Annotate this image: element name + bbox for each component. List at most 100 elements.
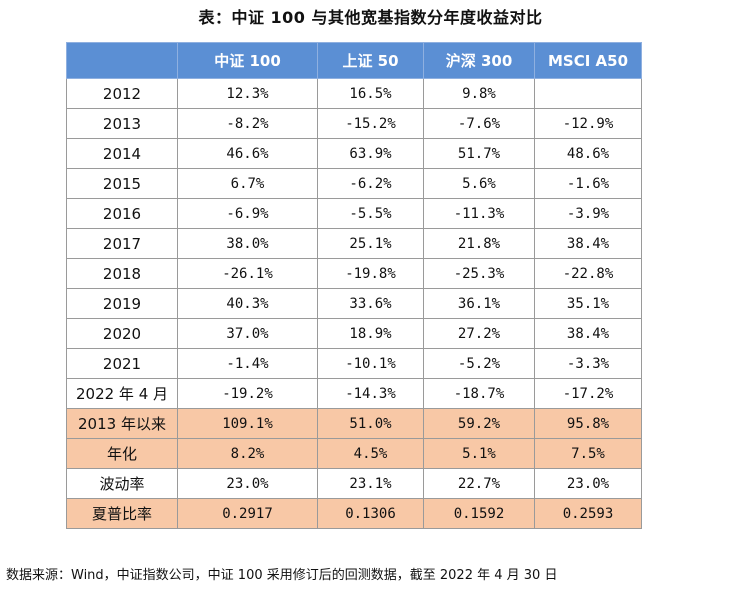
cell-csi100: 23.0% [177, 468, 318, 499]
table-row: 2021 -1.4% -10.1% -5.2% -3.3% [66, 348, 642, 379]
cell-msci-a50: 7.5% [534, 438, 642, 469]
cell-csi300: 21.8% [423, 228, 535, 259]
row-label: 2012 [66, 78, 178, 109]
cell-msci-a50: -3.3% [534, 348, 642, 379]
cell-msci-a50: 48.6% [534, 138, 642, 169]
cell-sse50: -15.2% [317, 108, 424, 139]
cell-sse50: -14.3% [317, 378, 424, 409]
cell-csi300: 36.1% [423, 288, 535, 319]
cell-csi300: 9.8% [423, 78, 535, 109]
cell-csi300: 5.1% [423, 438, 535, 469]
table-row: 2019 40.3% 33.6% 36.1% 35.1% [66, 288, 642, 319]
table-row: 2012 12.3% 16.5% 9.8% [66, 78, 642, 109]
row-label: 夏普比率 [66, 498, 178, 529]
cell-sse50: -5.5% [317, 198, 424, 229]
row-label: 2020 [66, 318, 178, 349]
table-row: 2013 年以来 109.1% 51.0% 59.2% 95.8% [66, 408, 642, 439]
row-label: 2022 年 4 月 [66, 378, 178, 409]
cell-csi300: -7.6% [423, 108, 535, 139]
row-label: 波动率 [66, 468, 178, 499]
cell-sse50: 23.1% [317, 468, 424, 499]
cell-sse50: 0.1306 [317, 498, 424, 529]
table-row: 2014 46.6% 63.9% 51.7% 48.6% [66, 138, 642, 169]
cell-msci-a50: -12.9% [534, 108, 642, 139]
cell-sse50: 16.5% [317, 78, 424, 109]
cell-sse50: 33.6% [317, 288, 424, 319]
table-row: 2018 -26.1% -19.8% -25.3% -22.8% [66, 258, 642, 289]
cell-csi300: 22.7% [423, 468, 535, 499]
cell-sse50: -6.2% [317, 168, 424, 199]
returns-comparison-table: 中证 100 上证 50 沪深 300 MSCI A50 2012 12.3% 16… [66, 42, 642, 529]
row-label: 2013 [66, 108, 178, 139]
row-label: 2021 [66, 348, 178, 379]
cell-csi100: 40.3% [177, 288, 318, 319]
cell-sse50: 18.9% [317, 318, 424, 349]
row-label: 2018 [66, 258, 178, 289]
table-row: 2016 -6.9% -5.5% -11.3% -3.9% [66, 198, 642, 229]
header-cell-msci-a50: MSCI A50 [534, 42, 642, 79]
header-cell-csi300: 沪深 300 [423, 42, 535, 79]
row-label: 2019 [66, 288, 178, 319]
cell-msci-a50: -17.2% [534, 378, 642, 409]
cell-msci-a50: -1.6% [534, 168, 642, 199]
cell-csi100: -1.4% [177, 348, 318, 379]
cell-csi100: 0.2917 [177, 498, 318, 529]
table-title: 表：中证 100 与其他宽基指数分年度收益对比 [198, 8, 543, 27]
cell-msci-a50: 38.4% [534, 318, 642, 349]
cell-csi300: 0.1592 [423, 498, 535, 529]
cell-csi100: -26.1% [177, 258, 318, 289]
cell-sse50: 63.9% [317, 138, 424, 169]
cell-csi300: -5.2% [423, 348, 535, 379]
cell-csi100: 12.3% [177, 78, 318, 109]
cell-sse50: -19.8% [317, 258, 424, 289]
cell-csi300: 5.6% [423, 168, 535, 199]
cell-sse50: 25.1% [317, 228, 424, 259]
table-row: 2017 38.0% 25.1% 21.8% 38.4% [66, 228, 642, 259]
row-label: 2017 [66, 228, 178, 259]
cell-msci-a50: 38.4% [534, 228, 642, 259]
table-row: 波动率 23.0% 23.1% 22.7% 23.0% [66, 468, 642, 499]
cell-csi100: 8.2% [177, 438, 318, 469]
row-label: 2016 [66, 198, 178, 229]
cell-msci-a50: 23.0% [534, 468, 642, 499]
table-row: 2015 6.7% -6.2% 5.6% -1.6% [66, 168, 642, 199]
table-row: 2013 -8.2% -15.2% -7.6% -12.9% [66, 108, 642, 139]
cell-msci-a50: 35.1% [534, 288, 642, 319]
row-label: 2014 [66, 138, 178, 169]
table-row: 2020 37.0% 18.9% 27.2% 38.4% [66, 318, 642, 349]
cell-msci-a50: 95.8% [534, 408, 642, 439]
cell-csi100: 6.7% [177, 168, 318, 199]
source-note: 数据来源：Wind，中证指数公司，中证 100 采用修订后的回测数据，截至 20… [6, 568, 558, 583]
row-label: 2015 [66, 168, 178, 199]
table-header-row: 中证 100 上证 50 沪深 300 MSCI A50 [66, 42, 642, 79]
cell-csi100: -8.2% [177, 108, 318, 139]
cell-msci-a50: -3.9% [534, 198, 642, 229]
row-label: 年化 [66, 438, 178, 469]
header-cell-sse50: 上证 50 [317, 42, 424, 79]
cell-sse50: 51.0% [317, 408, 424, 439]
cell-msci-a50: 0.2593 [534, 498, 642, 529]
table-body: 2012 12.3% 16.5% 9.8% 2013 -8.2% -15.2% -7.6% -1… [66, 78, 642, 529]
header-cell-csi100: 中证 100 [177, 42, 318, 79]
cell-csi300: -18.7% [423, 378, 535, 409]
cell-csi100: 38.0% [177, 228, 318, 259]
cell-csi300: 51.7% [423, 138, 535, 169]
cell-msci-a50: -22.8% [534, 258, 642, 289]
cell-sse50: -10.1% [317, 348, 424, 379]
header-cell-corner [66, 42, 178, 79]
cell-csi100: -6.9% [177, 198, 318, 229]
cell-csi300: -25.3% [423, 258, 535, 289]
cell-sse50: 4.5% [317, 438, 424, 469]
cell-msci-a50 [534, 78, 642, 109]
table-row: 夏普比率 0.2917 0.1306 0.1592 0.2593 [66, 498, 642, 529]
table-row: 年化 8.2% 4.5% 5.1% 7.5% [66, 438, 642, 469]
table-row: 2022 年 4 月 -19.2% -14.3% -18.7% -17.2% [66, 378, 642, 409]
cell-csi300: 27.2% [423, 318, 535, 349]
cell-csi100: 46.6% [177, 138, 318, 169]
cell-csi100: 109.1% [177, 408, 318, 439]
row-label: 2013 年以来 [66, 408, 178, 439]
cell-csi100: 37.0% [177, 318, 318, 349]
cell-csi100: -19.2% [177, 378, 318, 409]
cell-csi300: 59.2% [423, 408, 535, 439]
cell-csi300: -11.3% [423, 198, 535, 229]
